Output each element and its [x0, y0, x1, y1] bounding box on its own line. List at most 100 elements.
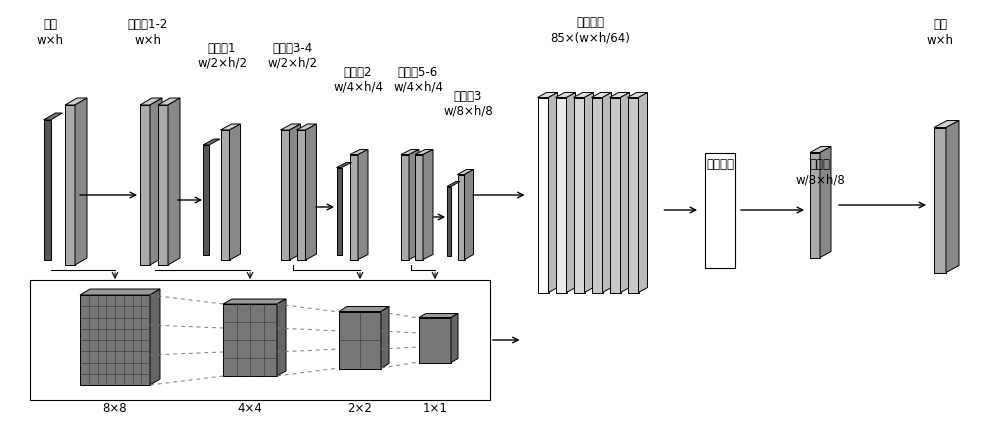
Text: 2×2: 2×2 [348, 402, 372, 415]
Polygon shape [602, 92, 612, 292]
Polygon shape [290, 124, 300, 260]
Text: w×h: w×h [926, 34, 954, 46]
Polygon shape [223, 304, 277, 376]
Polygon shape [538, 92, 558, 98]
Polygon shape [296, 124, 316, 130]
Polygon shape [810, 147, 831, 153]
Text: 池化层3: 池化层3 [454, 89, 482, 102]
Text: w/2×h/2: w/2×h/2 [197, 56, 247, 70]
Polygon shape [401, 154, 409, 259]
Polygon shape [296, 130, 306, 260]
Polygon shape [336, 168, 342, 255]
Polygon shape [140, 98, 162, 105]
Text: w/8×h/8: w/8×h/8 [795, 173, 845, 187]
Text: w×h: w×h [134, 34, 162, 46]
Polygon shape [415, 154, 423, 259]
Text: 特征向量: 特征向量 [576, 15, 604, 28]
Polygon shape [80, 295, 150, 385]
Polygon shape [65, 98, 87, 105]
Polygon shape [451, 313, 458, 362]
Polygon shape [30, 280, 490, 400]
Polygon shape [230, 124, 240, 260]
Polygon shape [350, 154, 358, 259]
Polygon shape [423, 150, 433, 259]
Polygon shape [203, 139, 220, 145]
Polygon shape [934, 128, 946, 273]
Polygon shape [556, 98, 566, 292]
Polygon shape [584, 92, 594, 292]
Text: 4×4: 4×4 [238, 402, 262, 415]
Text: w/2×h/2: w/2×h/2 [268, 56, 318, 70]
Text: 输出: 输出 [43, 18, 57, 31]
Polygon shape [339, 311, 381, 369]
Polygon shape [566, 92, 576, 292]
Polygon shape [458, 175, 464, 259]
Polygon shape [415, 150, 433, 154]
Polygon shape [158, 98, 180, 105]
Text: 输出: 输出 [933, 18, 947, 31]
Polygon shape [628, 98, 639, 292]
Polygon shape [419, 313, 458, 317]
Polygon shape [810, 153, 820, 258]
Polygon shape [447, 187, 451, 255]
Polygon shape [150, 289, 160, 385]
Text: 全连接层: 全连接层 [706, 159, 734, 172]
Polygon shape [306, 124, 316, 260]
Polygon shape [946, 120, 959, 273]
Text: 类别层: 类别层 [810, 159, 830, 172]
Polygon shape [610, 98, 620, 292]
Polygon shape [350, 150, 368, 154]
Polygon shape [592, 92, 612, 98]
Polygon shape [336, 163, 352, 168]
Polygon shape [358, 150, 368, 259]
Polygon shape [705, 153, 735, 267]
Polygon shape [409, 150, 419, 259]
Text: w/8×h/8: w/8×h/8 [443, 104, 493, 117]
Polygon shape [80, 289, 160, 295]
Text: 卷积层3-4: 卷积层3-4 [273, 42, 313, 55]
Text: 池化层2: 池化层2 [344, 65, 372, 79]
Text: w×h: w×h [36, 34, 64, 46]
Polygon shape [277, 299, 286, 376]
Polygon shape [820, 147, 831, 258]
Polygon shape [44, 113, 62, 120]
Polygon shape [447, 181, 460, 187]
Polygon shape [65, 105, 75, 265]
Polygon shape [44, 120, 50, 260]
Polygon shape [458, 169, 474, 175]
Text: w/4×h/4: w/4×h/4 [393, 80, 443, 93]
Polygon shape [280, 130, 290, 260]
Text: 1×1: 1×1 [423, 402, 447, 415]
Polygon shape [628, 92, 648, 98]
Polygon shape [75, 98, 87, 265]
Text: w/4×h/4: w/4×h/4 [333, 80, 383, 93]
Polygon shape [280, 124, 300, 130]
Polygon shape [592, 98, 602, 292]
Polygon shape [574, 98, 584, 292]
Polygon shape [934, 120, 959, 128]
Polygon shape [339, 307, 389, 311]
Polygon shape [538, 98, 548, 292]
Polygon shape [150, 98, 162, 265]
Text: 85×(w×h/64): 85×(w×h/64) [550, 31, 630, 44]
Polygon shape [401, 150, 419, 154]
Polygon shape [639, 92, 648, 292]
Polygon shape [574, 92, 594, 98]
Text: 卷积层5-6: 卷积层5-6 [398, 65, 438, 79]
Polygon shape [548, 92, 558, 292]
Polygon shape [419, 317, 451, 362]
Text: 卷积层1-2: 卷积层1-2 [128, 18, 168, 31]
Polygon shape [464, 169, 474, 259]
Polygon shape [140, 105, 150, 265]
Polygon shape [556, 92, 576, 98]
Polygon shape [223, 299, 286, 304]
Polygon shape [610, 92, 630, 98]
Polygon shape [620, 92, 630, 292]
Polygon shape [158, 105, 168, 265]
Polygon shape [220, 130, 230, 260]
Polygon shape [203, 145, 209, 255]
Polygon shape [220, 124, 240, 130]
Polygon shape [168, 98, 180, 265]
Text: 8×8: 8×8 [103, 402, 127, 415]
Polygon shape [381, 307, 389, 369]
